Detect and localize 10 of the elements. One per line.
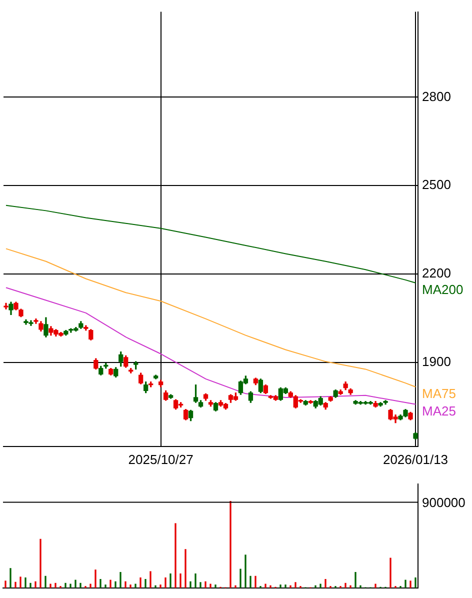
x-tick-label: 2025/10/27 xyxy=(128,452,194,467)
series-label: MA200 xyxy=(422,282,464,297)
text: 900000 xyxy=(422,494,466,510)
series-label: MA25 xyxy=(422,403,456,418)
series-label: MA75 xyxy=(422,386,456,401)
y-tick-label: 2800 xyxy=(422,88,451,104)
x-tick-label: 2026/01/13 xyxy=(382,452,448,467)
y-tick-label: 2200 xyxy=(422,266,451,281)
y-tick-label: 2500 xyxy=(422,177,451,192)
y-tick-label: 1900 xyxy=(422,354,451,370)
